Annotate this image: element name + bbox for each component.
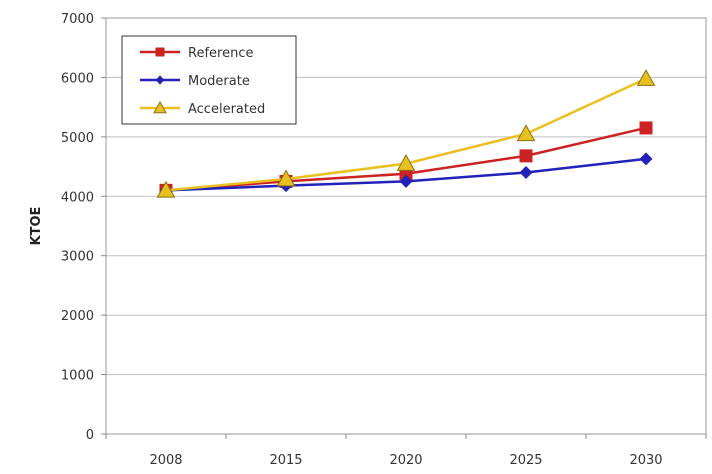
x-tick-label: 2020 — [389, 453, 422, 468]
legend-item-moderate: Moderate — [140, 74, 250, 89]
data-point-triangle — [516, 124, 536, 142]
y-axis-label: KTOE — [29, 207, 44, 246]
legend-label: Reference — [188, 46, 253, 61]
y-tick-label: 1000 — [61, 369, 94, 384]
data-point-triangle — [396, 154, 416, 171]
y-axis-ticks: 0 1000 2000 3000 4000 5000 6000 7000 — [61, 12, 106, 443]
legend-label: Accelerated — [188, 102, 265, 117]
data-point-diamond — [639, 152, 653, 166]
legend: Reference Moderate Accelerated — [121, 35, 297, 125]
data-point-diamond — [519, 166, 533, 180]
x-tick-label: 2008 — [149, 453, 182, 468]
legend-item-reference: Reference — [140, 46, 253, 61]
data-point-diamond — [399, 174, 413, 188]
legend-item-accelerated: Accelerated — [140, 100, 265, 117]
legend-marker — [155, 47, 165, 57]
x-axis-ticks: 2008 2015 2020 2025 2030 — [105, 434, 707, 468]
plot-area — [105, 17, 707, 435]
y-tick-label: 5000 — [61, 131, 94, 146]
x-tick-label: 2030 — [629, 453, 662, 468]
y-tick-label: 3000 — [61, 250, 94, 265]
data-point-triangle — [636, 69, 656, 86]
y-tick-label: 6000 — [61, 71, 94, 86]
legend-marker — [153, 100, 167, 114]
series-accelerated — [156, 69, 656, 198]
legend-label: Moderate — [188, 74, 250, 89]
y-tick-label: 2000 — [61, 309, 94, 324]
y-tick-label: 7000 — [61, 12, 94, 27]
data-point-triangle — [156, 180, 176, 198]
series-moderate — [159, 152, 653, 197]
data-point-square — [519, 149, 533, 163]
series-lines — [156, 69, 656, 198]
legend-marker — [155, 75, 165, 85]
data-point-square — [639, 121, 653, 135]
x-tick-label: 2015 — [269, 453, 302, 468]
y-tick-label: 4000 — [61, 190, 94, 205]
y-tick-label: 0 — [86, 428, 94, 443]
x-tick-label: 2025 — [509, 453, 542, 468]
data-point-triangle — [276, 169, 296, 187]
